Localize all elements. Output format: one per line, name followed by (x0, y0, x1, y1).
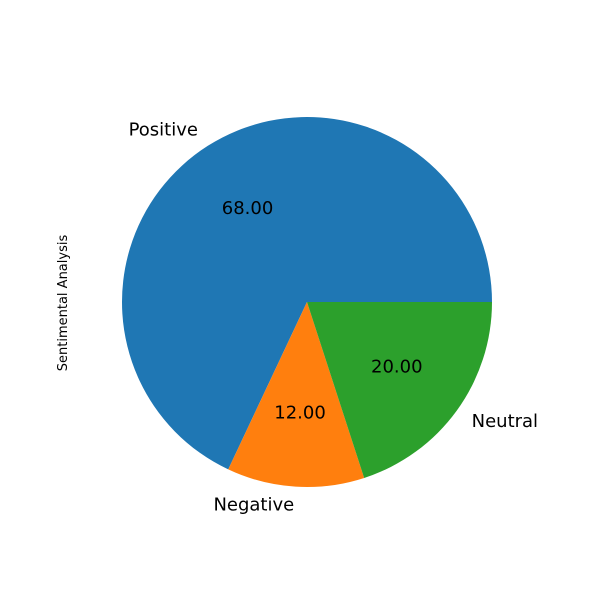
pie-slice-negative (228, 302, 365, 487)
pie-slices (122, 117, 492, 487)
slice-label-positive: Positive (129, 120, 198, 141)
pie-slice-neutral (307, 302, 492, 478)
percent-label-positive: 68.00 (222, 198, 274, 219)
pie-slice-positive (122, 117, 492, 470)
slice-label-neutral: Neutral (472, 411, 538, 432)
pie-labels: Positive 68.00 Negative 12.00 Neutral 20.00 (129, 120, 539, 516)
slice-label-negative: Negative (213, 495, 294, 516)
percent-label-neutral: 20.00 (371, 357, 423, 378)
percent-label-negative: 12.00 (274, 402, 326, 423)
y-axis-label: Sentimental Analysis (56, 235, 71, 372)
